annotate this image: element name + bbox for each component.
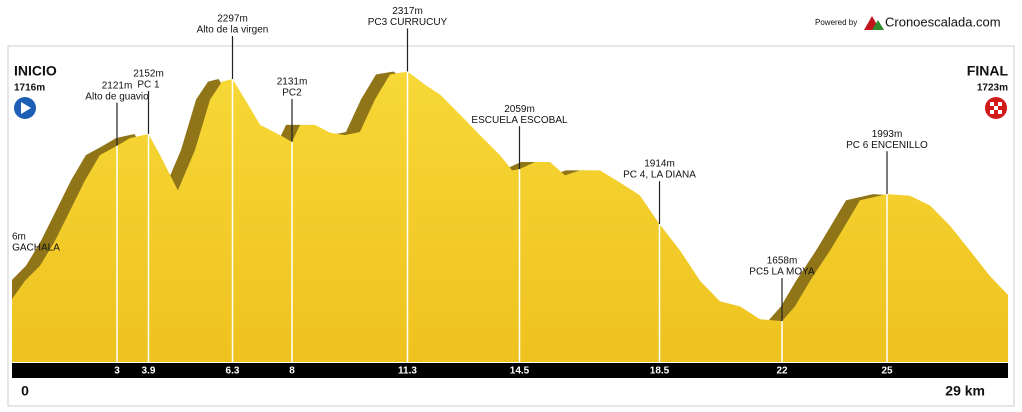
km-label: 25 [881,366,893,377]
distance-bar [12,363,1008,378]
profile-area [12,71,1008,362]
start-label: INICIO [14,63,57,79]
waypoint-name: PC 4, LA DIANA [623,170,696,181]
finish-icon [985,97,1007,119]
waypoint-elevation: 1658m [767,256,798,267]
km-label: 6.3 [226,366,240,377]
side-name: GACHALA [12,243,60,254]
waypoint-elevation: 2317m [392,6,423,17]
waypoint-elevation: 2121m [102,80,133,91]
brand-prefix: Powered by [815,18,857,27]
km-label: 3.9 [142,366,156,377]
x-tick-label: 0 [21,383,29,399]
waypoint-name: PC5 LA MOYA [749,267,815,278]
waypoint-name: Alto de guavio [85,91,149,102]
waypoint-elevation: 2152m [133,69,164,80]
brand-logo [864,16,884,30]
km-label: 11.3 [398,366,417,377]
km-label: 18.5 [650,366,670,377]
side-elevation: 6m [12,232,26,243]
waypoint-name: PC 6 ENCENILLO [846,140,928,151]
start-elevation: 1716m [14,83,45,94]
km-label: 3 [114,366,120,377]
waypoint-name: PC2 [282,88,302,99]
km-label: 8 [289,366,295,377]
waypoint-elevation: 1993m [872,129,903,140]
waypoint-elevation: 2297m [217,14,248,25]
waypoint-elevation: 1914m [644,159,675,170]
distance-label: 29 km [945,383,985,399]
waypoint-elevation: 2131m [277,77,308,88]
start-icon [14,97,36,119]
brand-name: Cronoescalada.com [885,14,1001,29]
waypoint-name: Alto de la virgen [197,25,269,36]
finish-elevation: 1723m [977,83,1008,94]
km-label: 14.5 [510,366,530,377]
waypoint-elevation: 2059m [504,104,535,115]
finish-label: FINAL [967,63,1009,79]
waypoint-name: PC3 CURRUCUY [368,17,448,28]
waypoint-name: PC 1 [137,80,160,91]
km-label: 22 [776,366,788,377]
waypoint-name: ESCUELA ESCOBAL [471,115,568,126]
